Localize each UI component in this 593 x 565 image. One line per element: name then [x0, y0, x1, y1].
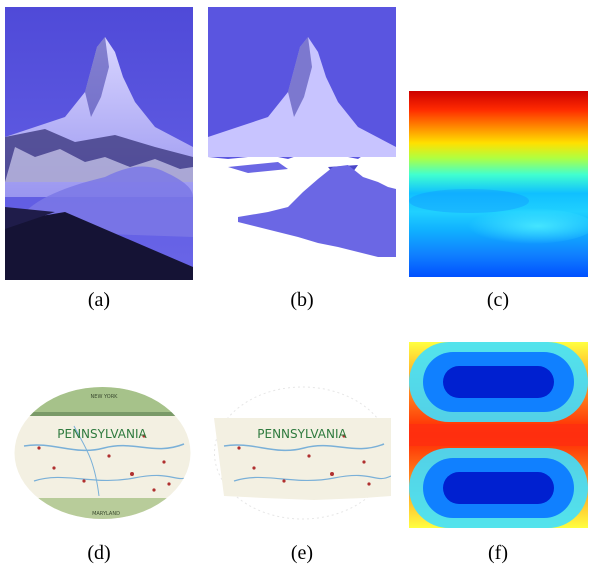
panel-e-segmented-map: PENNSYLVANIA [214, 386, 391, 520]
panel-b-segmented-mountain [208, 7, 396, 280]
panel-f-heatmap [409, 342, 588, 528]
caption-b: (b) [290, 289, 314, 311]
map-label-maryland: MARYLAND [92, 511, 120, 517]
panel-c-heatmap [409, 91, 588, 277]
caption-d: (d) [87, 542, 111, 564]
caption-a: (a) [87, 289, 111, 311]
panel-d-map-image: NEW YORK PENNSYLVANIA MARYLAND [14, 386, 191, 520]
caption-e: (e) [290, 542, 314, 564]
panel-a-mountain-image [5, 7, 193, 280]
map-label-new-york: NEW YORK [91, 394, 119, 400]
map-label-pennsylvania: PENNSYLVANIA [57, 427, 147, 441]
caption-c: (c) [486, 289, 510, 311]
map-label-pennsylvania-e: PENNSYLVANIA [257, 427, 347, 441]
caption-f: (f) [488, 542, 508, 564]
